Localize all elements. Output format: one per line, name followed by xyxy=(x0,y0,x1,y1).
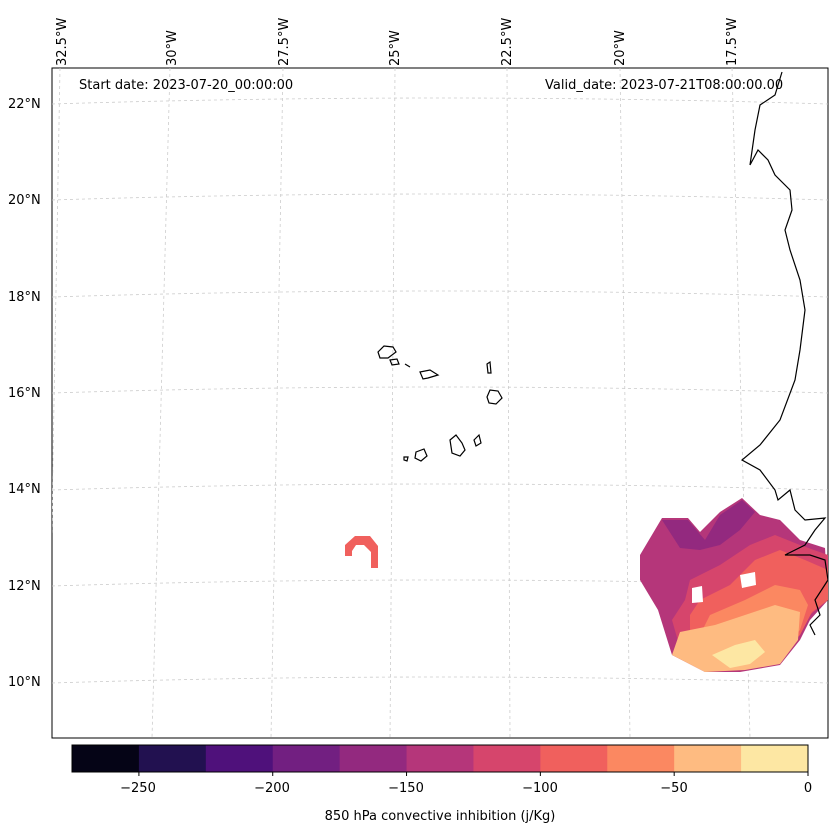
cape-verde-islands xyxy=(377,345,503,462)
lat-label: 14°N xyxy=(8,482,41,497)
colorbar-frame xyxy=(71,744,809,773)
lon-label: 17.5°W xyxy=(725,17,740,66)
start-date-annotation: Start date: 2023-07-20_00:00:00 xyxy=(79,78,294,93)
colorbar-title: 850 hPa convective inhibition (j/Kg) xyxy=(324,809,556,824)
cin-region-175 xyxy=(662,500,755,550)
lon-label: 30°W xyxy=(165,30,180,66)
lon-label: 25°W xyxy=(388,30,403,66)
colorbar-segment xyxy=(741,745,809,772)
valid-date-annotation: Valid_date: 2023-07-21T08:00:00.00 xyxy=(545,78,784,93)
cin-region-25 xyxy=(712,640,765,668)
contour-gap xyxy=(692,586,703,603)
lat-label: 10°N xyxy=(8,675,41,690)
lat-label: 12°N xyxy=(8,579,41,594)
lon-label: 22.5°W xyxy=(500,17,515,66)
colorbar xyxy=(71,744,809,776)
map-content xyxy=(52,68,828,738)
colorbar-segment xyxy=(607,745,675,772)
colorbar-tick-label: −200 xyxy=(254,781,290,796)
cin-region-50 xyxy=(672,605,800,672)
colorbar-segment xyxy=(272,745,341,772)
contour-gap xyxy=(740,572,756,588)
africa-coastline xyxy=(740,71,828,636)
lat-label: 22°N xyxy=(8,97,41,112)
colorbar-tick-label: −50 xyxy=(660,781,688,796)
cin-isolated-patch xyxy=(345,536,378,568)
lon-label: 27.5°W xyxy=(277,17,292,66)
lon-label: 32.5°W xyxy=(55,17,70,66)
colorbar-segment xyxy=(205,745,274,772)
colorbar-segment xyxy=(540,745,608,772)
colorbar-tick-label: −250 xyxy=(120,781,156,796)
colorbar-segment xyxy=(138,745,207,772)
colorbar-segment xyxy=(339,745,408,772)
lat-label: 18°N xyxy=(8,290,41,305)
lon-label: 20°W xyxy=(613,30,628,66)
colorbar-tick-label: −100 xyxy=(522,781,558,796)
cin-contours xyxy=(345,498,828,672)
colorbar-tick-label: 0 xyxy=(803,781,813,796)
lat-label: 16°N xyxy=(8,386,41,401)
colorbar-segment xyxy=(473,745,541,772)
colorbar-tick-label: −150 xyxy=(388,781,424,796)
colorbar-segment xyxy=(674,745,742,772)
latitude-gridlines xyxy=(52,97,828,684)
colorbar-segment xyxy=(72,745,140,772)
colorbar-segment xyxy=(406,745,474,772)
lat-label: 20°N xyxy=(8,193,41,208)
